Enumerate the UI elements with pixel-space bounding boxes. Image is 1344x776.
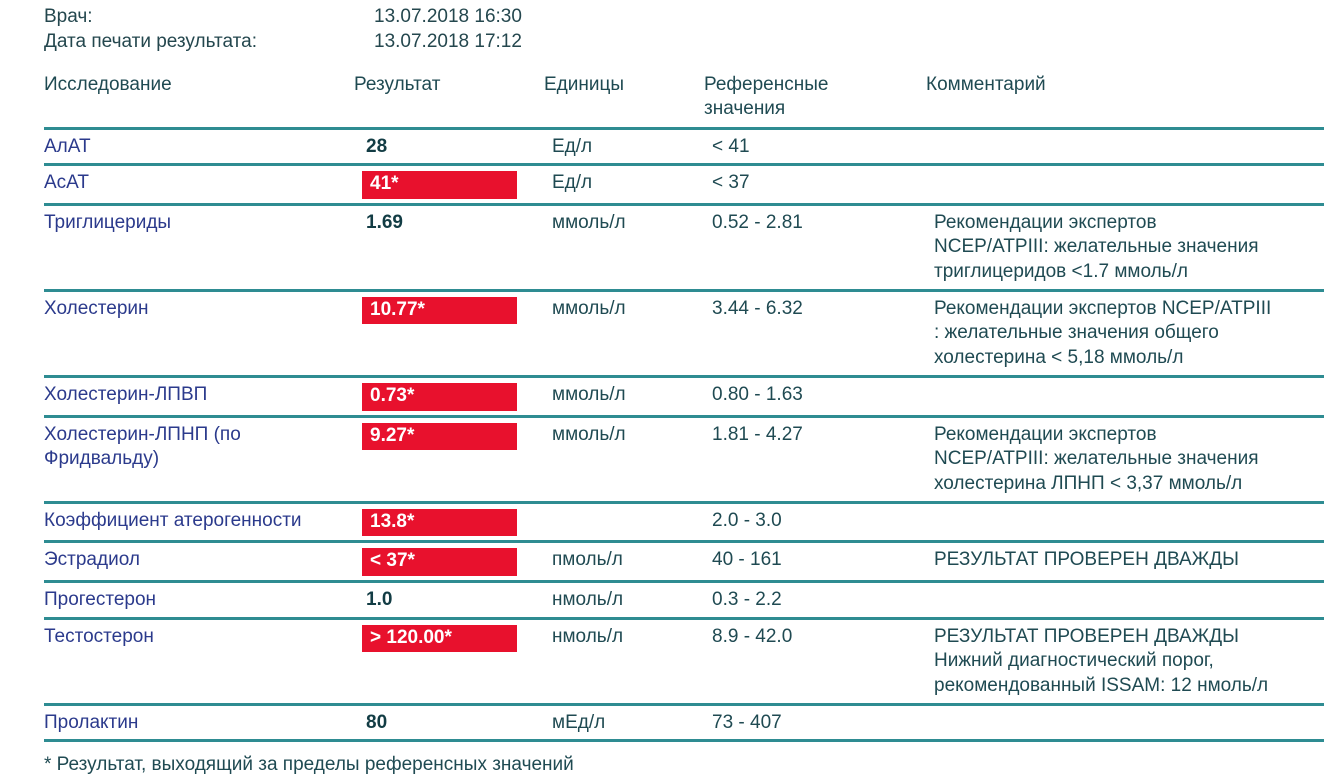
cell-reference-range: 40 - 161 — [712, 549, 782, 571]
column-header-comment: Комментарий — [926, 74, 1046, 95]
column-header-test: Исследование — [44, 74, 172, 95]
footnote-out-of-range: * Результат, выходящий за пределы рефере… — [44, 753, 574, 775]
table-row: АсАТ 41* Ед/л < 37 — [44, 166, 1324, 206]
cell-units: Ед/л — [552, 171, 593, 193]
cell-units: мЕд/л — [552, 711, 606, 733]
cell-units: нмоль/л — [552, 589, 624, 611]
cell-units: ммоль/л — [552, 383, 626, 405]
table-row: Триглицериды 1.69 ммоль/л 0.52 - 2.81 Рекоме… — [44, 206, 1324, 292]
result-value: 80 — [366, 711, 388, 733]
column-header-units: Единицы — [544, 74, 625, 95]
cell-result: 0.73* — [362, 382, 552, 411]
results-table: Исследование Результат Единицы Референсн… — [0, 71, 1344, 742]
cell-test-name: Прогестерон — [44, 589, 157, 611]
table-row: Эстрадиол < 37* пмоль/л 40 - 161 РЕЗУЛЬТАТ П… — [44, 543, 1324, 584]
result-value: 1.69 — [366, 211, 403, 233]
cell-test-name: Холестерин-ЛПВП — [44, 383, 208, 405]
cell-comment: Рекомендации экспертов NCEP/ATPIII: жела… — [934, 423, 1259, 494]
result-out-of-range-badge: > 120.00* — [362, 624, 517, 653]
cell-result: 28 — [362, 135, 552, 159]
cell-test-name: Коэффициент атерогенности — [44, 509, 302, 531]
cell-result: 10.77* — [362, 296, 552, 325]
table-row: АлАТ 28 Ед/л < 41 — [44, 130, 1324, 166]
result-out-of-range-badge: 0.73* — [362, 382, 517, 411]
cell-units: Ед/л — [552, 135, 593, 157]
cell-result: 9.27* — [362, 422, 552, 451]
cell-test-name: Триглицериды — [44, 211, 172, 233]
cell-result: 1.69 — [362, 211, 552, 235]
cell-units: пмоль/л — [552, 549, 623, 571]
cell-reference-range: 3.44 - 6.32 — [712, 297, 803, 319]
cell-result: 80 — [362, 711, 552, 735]
cell-test-name: Тестостерон — [44, 625, 154, 647]
cell-units: ммоль/л — [552, 423, 626, 445]
cell-reference-range: 0.3 - 2.2 — [712, 589, 782, 611]
cell-test-name: Холестерин-ЛПНП (по Фридвальду) — [44, 423, 241, 469]
table-row: Прогестерон 1.0 нмоль/л 0.3 - 2.2 — [44, 583, 1324, 620]
result-out-of-range-badge: 41* — [362, 170, 517, 199]
cell-result: > 120.00* — [362, 624, 552, 653]
column-header-result: Результат — [354, 74, 441, 95]
result-out-of-range-badge: 10.77* — [362, 296, 517, 325]
cell-units: нмоль/л — [552, 625, 624, 647]
result-out-of-range-badge: 9.27* — [362, 422, 517, 451]
table-header-row: Исследование Результат Единицы Референсн… — [44, 71, 1324, 130]
cell-units: ммоль/л — [552, 211, 626, 233]
cell-test-name: АсАТ — [44, 171, 89, 193]
cell-comment: РЕЗУЛЬТАТ ПРОВЕРЕН ДВАЖДЫ — [934, 549, 1239, 571]
cell-reference-range: 0.80 - 1.63 — [712, 383, 803, 405]
cell-test-name: АлАТ — [44, 135, 91, 157]
header-row-doctor: Врач: 13.07.2018 16:30 — [44, 6, 1344, 31]
result-value: 1.0 — [366, 589, 393, 611]
cell-result: < 37* — [362, 548, 552, 577]
header-label-doctor: Врач: — [44, 6, 93, 27]
header-label-print-date: Дата печати результата: — [44, 31, 257, 52]
cell-reference-range: < 37 — [712, 171, 750, 193]
cell-reference-range: 8.9 - 42.0 — [712, 625, 793, 647]
cell-comment: Рекомендации экспертов NCEP/ATPIII: жела… — [934, 211, 1259, 282]
cell-test-name: Пролактин — [44, 711, 139, 733]
header-row-print-date: Дата печати результата: 13.07.2018 17:12 — [44, 31, 1344, 56]
cell-comment: РЕЗУЛЬТАТ ПРОВЕРЕН ДВАЖДЫ Нижний диагнос… — [934, 625, 1269, 696]
cell-comment: Рекомендации экспертов NCEP/ATPIII : жел… — [934, 297, 1272, 369]
header-value-print-date: 13.07.2018 17:12 — [374, 31, 522, 52]
result-out-of-range-badge: < 37* — [362, 548, 517, 577]
result-value: 28 — [366, 135, 388, 157]
cell-result: 13.8* — [362, 508, 552, 537]
cell-reference-range: 2.0 - 3.0 — [712, 509, 782, 531]
cell-reference-range: < 41 — [712, 135, 750, 157]
table-row: Холестерин-ЛПВП 0.73* ммоль/л 0.80 - 1.63 — [44, 378, 1324, 418]
cell-result: 41* — [362, 170, 552, 199]
cell-reference-range: 1.81 - 4.27 — [712, 423, 803, 445]
cell-units: ммоль/л — [552, 297, 626, 319]
cell-reference-range: 73 - 407 — [712, 711, 782, 733]
table-row: Тестостерон > 120.00* нмоль/л 8.9 - 42.0 РЕЗ… — [44, 620, 1324, 706]
table-row: Холестерин-ЛПНП (по Фридвальду) 9.27* ммол… — [44, 418, 1324, 504]
table-row: Холестерин 10.77* ммоль/л 3.44 - 6.32 Рекоме… — [44, 292, 1324, 378]
cell-result: 1.0 — [362, 588, 552, 612]
cell-reference-range: 0.52 - 2.81 — [712, 211, 803, 233]
table-body: АлАТ 28 Ед/л < 41 АсАТ 41* Ед/л < 37 Триглицерид… — [44, 130, 1324, 742]
header-value-doctor: 13.07.2018 16:30 — [374, 6, 522, 27]
table-row: Пролактин 80 мЕд/л 73 - 407 — [44, 706, 1324, 742]
cell-test-name: Эстрадиол — [44, 549, 140, 571]
result-out-of-range-badge: 13.8* — [362, 508, 517, 537]
table-row: Коэффициент атерогенности 13.8* 2.0 - 3.0 — [44, 504, 1324, 544]
cell-test-name: Холестерин — [44, 297, 149, 319]
column-header-reference: Референсные значения — [704, 74, 829, 119]
report-header: Врач: 13.07.2018 16:30 Дата печати резул… — [0, 0, 1344, 56]
